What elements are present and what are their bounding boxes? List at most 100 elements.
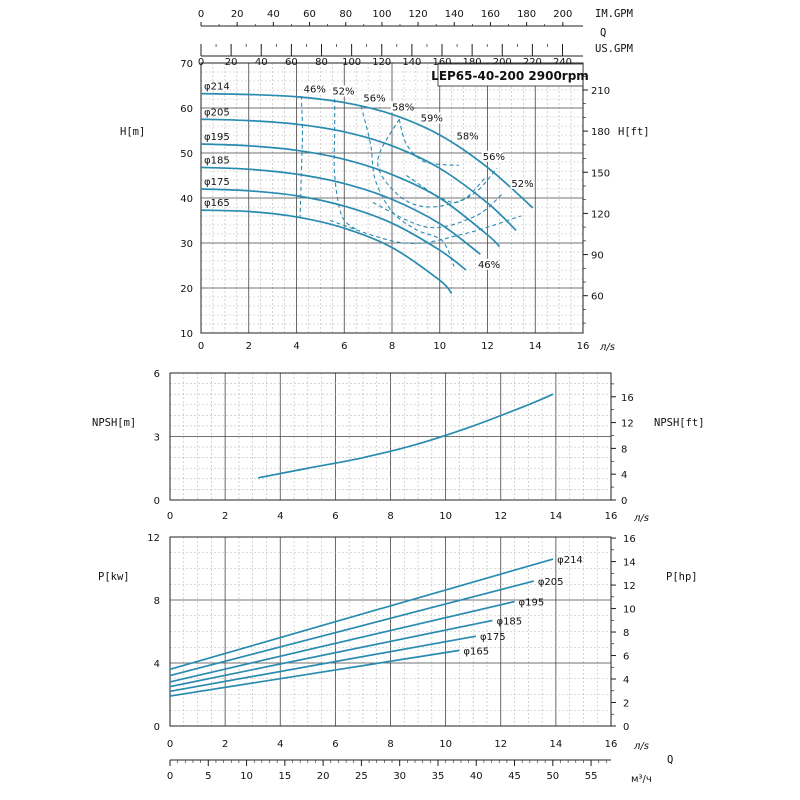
power-curve-label: φ205: [538, 577, 564, 588]
npsh-ft-tick-label: 4: [621, 470, 627, 481]
power-x-tick-label: 4: [277, 739, 283, 750]
m3h-tick-label: 35: [432, 771, 445, 782]
head-curve-φ185: [200, 166, 481, 255]
m3h-tick-label: 30: [393, 771, 406, 782]
im-gpm-tick-label: 180: [517, 9, 536, 20]
head-x-tick-label: 16: [577, 341, 590, 352]
head-curve-label: φ165: [204, 198, 230, 209]
head-y-tick-label: 30: [180, 239, 193, 250]
im-gpm-tick-label: 20: [231, 9, 244, 20]
npsh-curve: [258, 393, 554, 479]
head-curve-φ214: [200, 92, 534, 209]
m3h-tick-label: 40: [470, 771, 483, 782]
npsh-x-tick-label: 8: [387, 511, 393, 522]
power-x-tick-label: 10: [439, 739, 452, 750]
npsh-y-tick-label: 6: [154, 369, 160, 380]
power-hp-tick-label: 14: [623, 558, 636, 569]
us-gpm-tick-label: 40: [255, 57, 268, 68]
power-x-tick-label: 14: [550, 739, 563, 750]
power-x-tick-label: 6: [332, 739, 338, 750]
im-gpm-tick-label: 160: [481, 9, 500, 20]
head-x-tick-label: 2: [246, 341, 252, 352]
power-curve-φ195: [169, 600, 515, 683]
efficiency-label: 46%: [478, 260, 500, 271]
npsh-x-tick-label: 6: [332, 511, 338, 522]
npsh-x-tick-label: 0: [167, 511, 173, 522]
us-gpm-tick-label: 140: [402, 57, 421, 68]
npsh-x-tick-label: 4: [277, 511, 283, 522]
efficiency-line: [398, 119, 459, 166]
efficiency-line: [377, 118, 498, 208]
npsh-ft-tick-label: 16: [621, 393, 634, 404]
efficiency-label-bg: [331, 85, 353, 97]
im-gpm-tick-label: 120: [409, 9, 428, 20]
m3h-tick-label: 55: [585, 771, 598, 782]
m3h-tick-label: 45: [508, 771, 521, 782]
efficiency-label: 56%: [363, 93, 385, 104]
efficiency-label-bg: [391, 101, 412, 113]
m3h-tick-label: 20: [317, 771, 330, 782]
power-curve-φ165: [169, 649, 460, 697]
npsh-x-tick-label: 14: [550, 511, 563, 522]
head-x-tick-label: 14: [529, 341, 542, 352]
power-curve-φ175: [169, 635, 477, 693]
npsh-ft-tick-label: 12: [621, 419, 634, 430]
power-hp-tick-label: 6: [623, 652, 629, 663]
power-hp-tick-label: 12: [623, 581, 636, 592]
npsh-x-label: л/s: [633, 513, 649, 524]
efficiency-label-bg: [455, 130, 477, 142]
efficiency-label: 46%: [304, 84, 326, 95]
im-gpm-label: IM.GPM: [595, 8, 633, 20]
m3h-tick-label: 10: [240, 771, 253, 782]
head-curve-label: φ205: [204, 107, 230, 118]
npsh-ft-tick-label: 8: [621, 444, 627, 455]
us-gpm-tick-label: 180: [463, 57, 482, 68]
power-curve-φ205: [169, 580, 535, 677]
head-x-tick-label: 8: [389, 341, 395, 352]
head-curve-φ205: [200, 118, 517, 232]
head-y-tick-label: 60: [180, 104, 193, 115]
head-curve-φ175: [200, 188, 467, 271]
efficiency-label: 58%: [392, 102, 414, 113]
power-y-label: P[kw]: [98, 571, 130, 583]
head-ft-tick-label: 120: [591, 209, 610, 220]
efficiency-label-bg: [302, 83, 324, 95]
efficiency-label: 59%: [421, 114, 443, 125]
q-label-bottom: Q: [667, 754, 673, 766]
us-gpm-tick-label: 100: [342, 57, 361, 68]
head-y-tick-label: 40: [180, 194, 193, 205]
efficiency-line: [360, 105, 455, 267]
power-hp-tick-label: 8: [623, 628, 629, 639]
npsh-y-tick-label: 0: [154, 496, 160, 507]
head-y-tick-label: 50: [180, 149, 193, 160]
power-y-tick-label: 4: [154, 659, 160, 670]
power-x-tick-label: 2: [222, 739, 228, 750]
power-curve-φ214: [169, 558, 554, 671]
head-x-tick-label: 12: [481, 341, 494, 352]
us-gpm-tick-label: 160: [432, 57, 451, 68]
power-x-tick-label: 16: [605, 739, 618, 750]
im-gpm-tick-label: 0: [198, 9, 204, 20]
npsh-y-right-label: NPSH[ft]: [654, 417, 705, 429]
us-gpm-tick-label: 220: [523, 57, 542, 68]
im-gpm-tick-label: 100: [372, 9, 391, 20]
head-x-tick-label: 4: [293, 341, 299, 352]
head-y-label: H[m]: [120, 126, 145, 138]
power-curve-label: φ214: [557, 555, 583, 566]
m3h-label: м³/ч: [631, 774, 652, 785]
power-hp-tick-label: 2: [623, 699, 629, 710]
efficiency-label: 58%: [456, 132, 478, 143]
head-y-right-label: H[ft]: [618, 126, 650, 138]
efficiency-line: [329, 215, 522, 244]
power-x-tick-label: 12: [494, 739, 507, 750]
head-x-tick-label: 10: [433, 341, 446, 352]
us-gpm-tick-label: 200: [493, 57, 512, 68]
power-hp-tick-label: 0: [623, 722, 629, 733]
npsh-x-tick-label: 16: [605, 511, 618, 522]
npsh-y-label: NPSH[m]: [92, 417, 136, 429]
efficiency-label: 56%: [483, 152, 505, 163]
power-y-tick-label: 8: [154, 596, 160, 607]
head-ft-tick-label: 180: [591, 127, 610, 138]
power-x-tick-label: 0: [167, 739, 173, 750]
